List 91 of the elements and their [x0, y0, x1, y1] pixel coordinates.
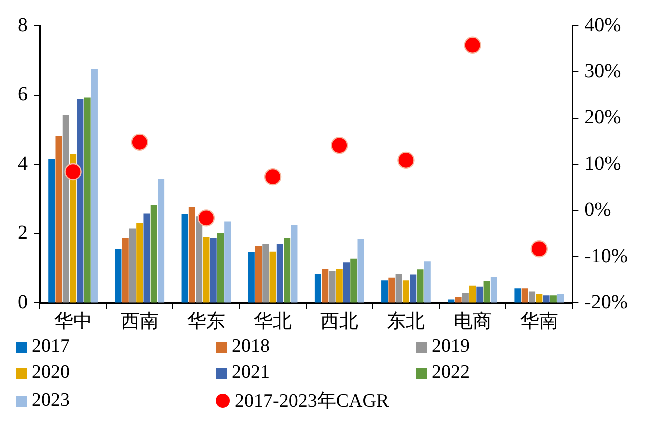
bar [270, 252, 276, 303]
bar [276, 244, 284, 303]
bar [224, 222, 232, 303]
legend-label: 2017 [32, 336, 70, 358]
legend-label: 2018 [232, 336, 270, 358]
x-tick-label: 西北 [320, 312, 359, 333]
x-tick-label: 华北 [254, 312, 292, 333]
point [198, 210, 216, 227]
bar [417, 270, 424, 303]
bar [424, 262, 431, 303]
bar [410, 274, 417, 303]
y2-tick-label: 0% [584, 199, 612, 222]
bar [329, 271, 336, 303]
bar [182, 214, 188, 303]
bar [402, 280, 410, 303]
y2-tick-label: 20% [584, 106, 622, 129]
bar [484, 281, 490, 303]
legend-label: 2017-2023年CAGR [235, 390, 390, 414]
bar [322, 269, 329, 303]
bar [115, 249, 122, 303]
x-tick-label: 华南 [520, 312, 558, 333]
bar [382, 280, 388, 303]
bar [188, 207, 196, 303]
bar [77, 99, 84, 303]
x-tick-label: 华中 [54, 312, 92, 333]
bar [262, 244, 270, 303]
bar [84, 98, 91, 303]
bar [203, 237, 210, 303]
legend-label: 2020 [32, 362, 70, 384]
bar [136, 224, 144, 303]
y2-tick-label: -20% [584, 291, 628, 314]
bar [158, 180, 165, 303]
x-tick-label: 西南 [120, 312, 159, 333]
legend-label: 2023 [32, 390, 70, 412]
bar [56, 136, 62, 303]
point [464, 36, 482, 54]
bar [550, 296, 557, 303]
legend-label: 2019 [432, 336, 470, 358]
x-tick-label: 电商 [454, 310, 492, 333]
y-tick-label: 4 [18, 152, 28, 175]
bar [396, 274, 402, 303]
bar [350, 258, 358, 303]
y-tick-label: 6 [18, 84, 28, 106]
bar [314, 274, 322, 303]
bar [455, 296, 462, 303]
bar [291, 225, 298, 303]
bar [284, 238, 291, 303]
bar [558, 294, 564, 303]
bar [122, 238, 129, 303]
bar [343, 262, 350, 303]
legend-label: 2021 [232, 362, 270, 384]
bar [470, 286, 476, 303]
bar [536, 294, 543, 303]
bar [196, 216, 203, 303]
bar [256, 246, 262, 303]
bar [150, 205, 158, 303]
point [530, 240, 548, 258]
y2-tick-label: 30% [584, 60, 622, 82]
point [64, 163, 82, 181]
bar [48, 159, 56, 303]
bar [336, 269, 343, 303]
y2-tick-label: -10% [584, 245, 628, 268]
y2-tick-label: 40% [584, 14, 622, 36]
y-tick-label: 8 [18, 14, 28, 36]
bar [358, 239, 364, 303]
bar [528, 292, 536, 303]
bar [129, 228, 136, 303]
bar [144, 214, 150, 303]
bar [522, 288, 528, 303]
point [331, 137, 348, 154]
bar [462, 294, 469, 303]
bar [476, 286, 484, 303]
y-tick-label: 2 [18, 222, 28, 244]
bar [514, 288, 522, 303]
bar [248, 252, 255, 303]
bar [448, 300, 455, 303]
bar [217, 233, 224, 303]
y2-tick-label: 10% [584, 152, 622, 175]
y-tick-label: 0 [18, 291, 28, 314]
bar [543, 296, 550, 303]
bar [62, 115, 70, 303]
bar [210, 238, 217, 303]
bar [388, 278, 396, 303]
point [131, 134, 148, 152]
x-tick-label: 东北 [387, 312, 426, 333]
bar [91, 69, 98, 303]
point [398, 152, 415, 170]
bar [490, 277, 498, 303]
x-tick-label: 华东 [187, 312, 226, 333]
point [264, 168, 282, 186]
legend-label: 2022 [432, 362, 470, 384]
